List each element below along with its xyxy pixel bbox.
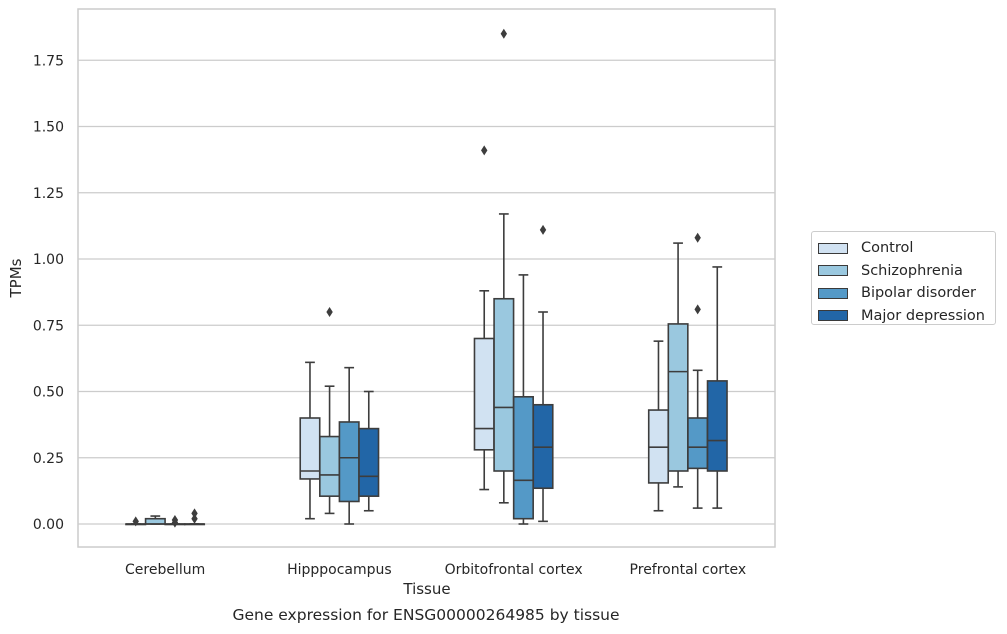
outlier-point (171, 515, 179, 526)
box-group (493, 28, 515, 504)
legend: Control Schizophrenia Bipolar disorder Majo… (811, 231, 996, 325)
outlier-point (132, 516, 139, 527)
x-tick-label: Orbitofrontal cortex (445, 562, 583, 578)
y-tick-label: 1.00 (33, 252, 64, 268)
legend-swatch (818, 265, 848, 277)
x-tick-label: Hipppocampus (287, 562, 392, 578)
box-iqr (319, 435, 341, 497)
box-group (319, 307, 341, 515)
legend-swatch (818, 287, 848, 299)
box-iqr (338, 421, 360, 503)
outlier-point (326, 307, 333, 317)
box-group (647, 340, 670, 512)
box-group (706, 266, 728, 509)
outlier-point (481, 145, 488, 156)
legend-item: Control (818, 237, 995, 260)
box-group (183, 508, 206, 526)
box-iqr (493, 297, 515, 472)
x-tick-label: Prefrontal cortex (630, 562, 747, 578)
outlier-point (191, 508, 198, 519)
x-tick-label: Cerebellum (125, 562, 205, 578)
box-iqr (358, 427, 380, 497)
outlier-point (694, 232, 701, 243)
y-tick-label: 1.50 (33, 120, 64, 136)
box-group (532, 224, 554, 523)
box-group (144, 515, 166, 525)
box-group (164, 515, 186, 528)
outlier-point (694, 304, 701, 315)
y-axis-ticks: 0.00 0.25 0.50 0.75 1.00 1.25 1.50 1.75 (33, 53, 64, 533)
box-iqr (473, 337, 495, 451)
x-axis-label: Tissue (402, 580, 450, 598)
legend-label: Control (861, 240, 914, 257)
legend-item: Bipolar disorder (818, 282, 995, 305)
legend-label: Schizophrenia (861, 262, 963, 279)
box-plot-boxes (125, 28, 728, 528)
box-iqr (687, 417, 709, 470)
legend-swatch (818, 242, 848, 254)
outlier-point (191, 513, 198, 524)
y-tick-label: 1.25 (33, 186, 64, 202)
box-iqr (706, 380, 728, 472)
outlier-point (500, 28, 508, 39)
box-group (687, 232, 709, 509)
grid-lines (78, 59, 775, 525)
box-group (299, 361, 321, 520)
x-axis-ticks: Cerebellum Hipppocampus Orbitofrontal cort… (125, 562, 746, 578)
y-tick-label: 0.75 (33, 318, 64, 334)
box-group (358, 390, 380, 512)
box-iqr (299, 417, 321, 480)
box-group (125, 516, 147, 527)
plot-frame (77, 8, 776, 548)
box-group (338, 366, 360, 525)
y-tick-label: 0.50 (33, 385, 64, 401)
legend-label: Bipolar disorder (861, 285, 976, 302)
legend-label: Major depression (861, 307, 985, 324)
box-group (667, 242, 689, 488)
y-tick-label: 1.75 (33, 53, 64, 69)
chart-title: Gene expression for ENSG00000264985 by t… (232, 606, 620, 624)
box-iqr (667, 323, 689, 472)
y-tick-label: 0.25 (33, 451, 64, 467)
box-iqr (512, 395, 534, 520)
y-tick-label: 0.00 (33, 517, 64, 533)
legend-item: Major depression (818, 305, 995, 328)
box-group (473, 145, 495, 491)
legend-item: Schizophrenia (818, 260, 995, 283)
outlier-point (539, 224, 547, 235)
y-axis-label: TPMs (7, 258, 25, 298)
box-group (512, 274, 534, 525)
legend-swatch (818, 310, 848, 322)
